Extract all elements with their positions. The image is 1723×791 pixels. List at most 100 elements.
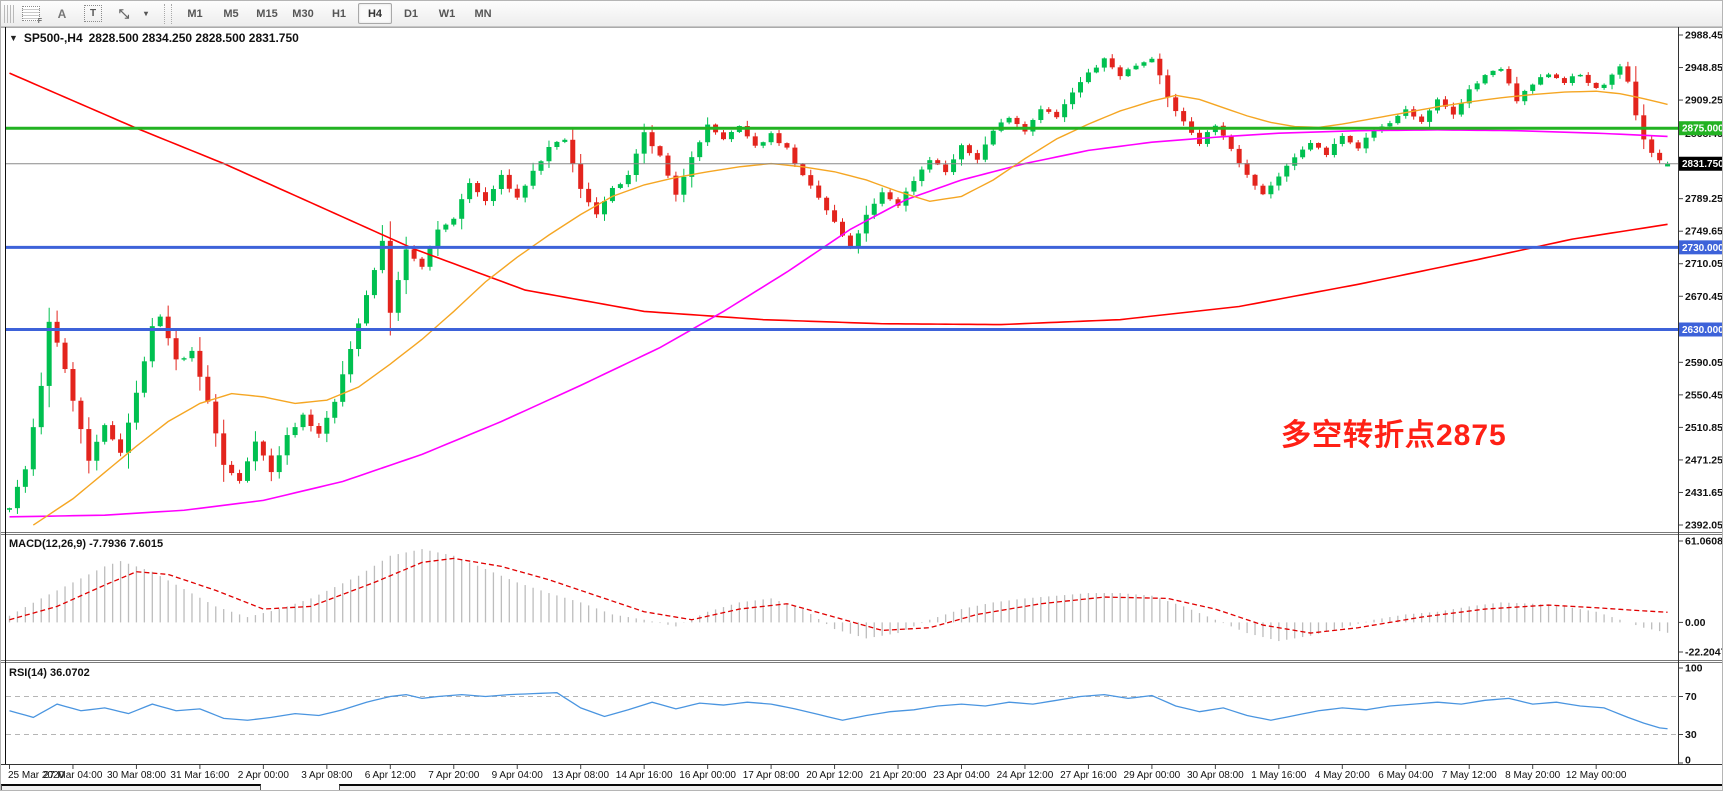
- date-tick-label: 29 Apr 00:00: [1124, 770, 1181, 781]
- timeframe-button-M1[interactable]: M1: [187, 7, 203, 20]
- candle-body: [1371, 130, 1377, 138]
- candle-body: [1657, 152, 1663, 161]
- price-annotation[interactable]: 多空转折点2875: [1281, 419, 1507, 452]
- candle-body: [1308, 142, 1314, 150]
- toolbar-dropdown-caret-icon[interactable]: ▾: [143, 9, 148, 18]
- candle-body: [1569, 76, 1575, 84]
- minimized-chart-window[interactable]: [1, 784, 261, 790]
- candle-body: [1617, 66, 1623, 75]
- date-tick-label: 30 Apr 08:00: [1187, 770, 1244, 781]
- candle-body: [395, 280, 401, 313]
- price-tick-label: 2789.250: [1685, 193, 1723, 205]
- price-tick-label: 2749.650: [1685, 226, 1723, 238]
- candle-body: [1482, 75, 1488, 84]
- candle-body: [324, 417, 330, 434]
- rsi-tick-label: 70: [1685, 691, 1697, 703]
- candle-body: [887, 192, 893, 200]
- candle-body: [403, 249, 409, 281]
- candle-body: [1625, 66, 1631, 82]
- cursor-tool-icon[interactable]: ⤡: [118, 5, 130, 21]
- candle-body: [641, 132, 647, 154]
- candle-body: [435, 229, 441, 248]
- timeframe-button-MN[interactable]: MN: [474, 7, 492, 20]
- candle-body: [443, 224, 449, 230]
- price-tick-label: 2670.450: [1685, 291, 1723, 303]
- candle-body: [467, 183, 473, 200]
- candle-body: [1276, 176, 1282, 186]
- candle-body: [1038, 109, 1044, 120]
- candle-body: [1149, 58, 1155, 63]
- candle-body: [1561, 78, 1567, 84]
- candle-body: [189, 350, 195, 359]
- candle-body: [1411, 109, 1417, 117]
- candle-body: [935, 160, 941, 165]
- candle-body: [1284, 165, 1290, 177]
- grid-f-icon[interactable]: [22, 6, 42, 25]
- candle-body: [1030, 119, 1036, 132]
- candle-body: [1006, 117, 1012, 123]
- minimized-chart-window[interactable]: [339, 784, 1722, 790]
- date-tick-label: 23 Apr 04:00: [933, 770, 990, 781]
- candle-body: [490, 189, 496, 202]
- timeframe-button-M30[interactable]: M30: [292, 7, 314, 20]
- candle-body: [102, 425, 108, 442]
- candle-body: [1347, 135, 1353, 143]
- macd-signal-value: 7.6015: [129, 538, 164, 550]
- candle-body: [411, 249, 417, 259]
- price-tick-label: 2431.650: [1685, 487, 1723, 499]
- timeframe-button-M5[interactable]: M5: [223, 7, 239, 20]
- candle-body: [126, 422, 131, 453]
- candle-body: [1101, 58, 1107, 68]
- hline-price-label-box: [1679, 121, 1722, 136]
- candle-body: [1244, 163, 1250, 175]
- date-tick-label: 7 May 12:00: [1442, 770, 1497, 781]
- candle-body: [1125, 69, 1131, 77]
- date-tick-label: 12 May 00:00: [1566, 770, 1627, 781]
- candle-body: [665, 155, 671, 176]
- candle-body: [1577, 74, 1583, 77]
- toolbar-separator: [164, 3, 172, 24]
- candle-body: [570, 139, 576, 164]
- timeframe-toolbar: M1 M5 M15 M30 H1 H4 D1 W1 MN: [178, 3, 500, 24]
- candle-body: [316, 425, 322, 434]
- candle-body: [1085, 72, 1091, 83]
- macd-panel: 61.0608 0.00 -22.2047: [8, 536, 1723, 659]
- candle-body: [260, 441, 266, 456]
- text-tool-icon[interactable]: T: [84, 5, 102, 22]
- timeframe-button-W1[interactable]: W1: [438, 7, 456, 20]
- timeframe-button-H4[interactable]: H4: [358, 3, 392, 24]
- timeframe-button-H1[interactable]: H1: [331, 7, 347, 20]
- candle-body: [1323, 147, 1329, 156]
- date-tick-label: 21 Apr 20:00: [870, 770, 927, 781]
- candle-body: [1292, 157, 1298, 166]
- panel-borders: [1, 27, 1722, 765]
- candle-body: [943, 164, 949, 173]
- macd-indicator-label: MACD(12,26,9) -7.7936 7.6015: [9, 538, 163, 550]
- candle-body: [141, 361, 147, 393]
- candle-body: [586, 188, 592, 203]
- candle-body: [86, 429, 92, 461]
- toolbar-grip[interactable]: [4, 4, 14, 23]
- macd-tick-label: -22.2047: [1685, 647, 1723, 659]
- chart-menu-caret-icon[interactable]: ▼: [9, 33, 18, 43]
- chart-window[interactable]: 2988.4502948.8502909.2502868.4502789.250…: [1, 27, 1723, 791]
- candle-body: [46, 321, 52, 386]
- candle-body: [1062, 104, 1068, 118]
- candle-body: [1339, 135, 1345, 144]
- timeframe-button-M15[interactable]: M15: [256, 7, 278, 20]
- timeframe-button-D1[interactable]: D1: [403, 7, 419, 20]
- chart-canvas[interactable]: 2988.4502948.8502909.2502868.4502789.250…: [1, 27, 1723, 791]
- candle-body: [38, 385, 44, 428]
- candle-body: [1014, 117, 1020, 125]
- candle-body: [705, 124, 711, 143]
- candle-body: [625, 174, 631, 185]
- price-tick-label: 2550.450: [1685, 389, 1723, 401]
- candle-body: [173, 338, 179, 360]
- candle-body: [1228, 135, 1234, 149]
- candle-body: [387, 240, 393, 313]
- candle-body: [237, 473, 243, 481]
- rsi-tick-label: 0: [1685, 755, 1691, 767]
- candle-body: [562, 139, 568, 142]
- text-label-tool-icon[interactable]: A: [57, 6, 67, 21]
- candle-body: [110, 425, 116, 440]
